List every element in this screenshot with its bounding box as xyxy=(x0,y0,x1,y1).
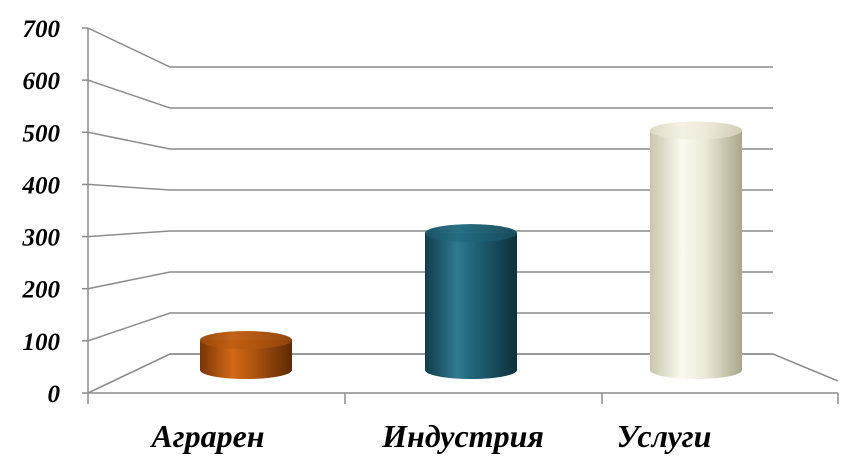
bar-series xyxy=(200,121,742,379)
y-tick-label: 500 xyxy=(23,120,61,147)
bar-body xyxy=(650,130,742,379)
y-tick-label: 400 xyxy=(22,172,61,199)
gridline xyxy=(87,131,773,150)
bar xyxy=(200,331,292,379)
y-tick-label: 300 xyxy=(22,225,61,252)
category-labels: Аграрен Индустрия Услуги xyxy=(149,418,711,454)
y-tick-label: 700 xyxy=(23,16,61,43)
category-label: Услуги xyxy=(617,418,712,454)
bar xyxy=(425,224,517,379)
bar-top-shade xyxy=(650,121,742,140)
bar-body xyxy=(425,233,517,379)
bar-top-shade xyxy=(200,331,292,350)
category-label: Индустрия xyxy=(381,418,544,454)
y-tick-label: 600 xyxy=(23,68,61,95)
gridline xyxy=(87,271,773,290)
y-tick-label: 200 xyxy=(22,277,61,304)
bar-top-shade xyxy=(425,224,517,243)
gridline xyxy=(87,230,773,238)
y-axis-tick-labels: 0 100 200 300 400 500 600 700 xyxy=(22,16,61,408)
chart-axes xyxy=(82,27,839,404)
gridline xyxy=(87,312,773,342)
gridline xyxy=(87,27,773,68)
y-tick-label: 0 xyxy=(48,381,61,408)
gridline xyxy=(87,183,773,191)
bar xyxy=(650,121,742,379)
gridline xyxy=(87,79,773,109)
y-tick-label: 100 xyxy=(23,329,61,356)
category-label: Аграрен xyxy=(149,418,264,454)
bar-body xyxy=(200,340,292,379)
